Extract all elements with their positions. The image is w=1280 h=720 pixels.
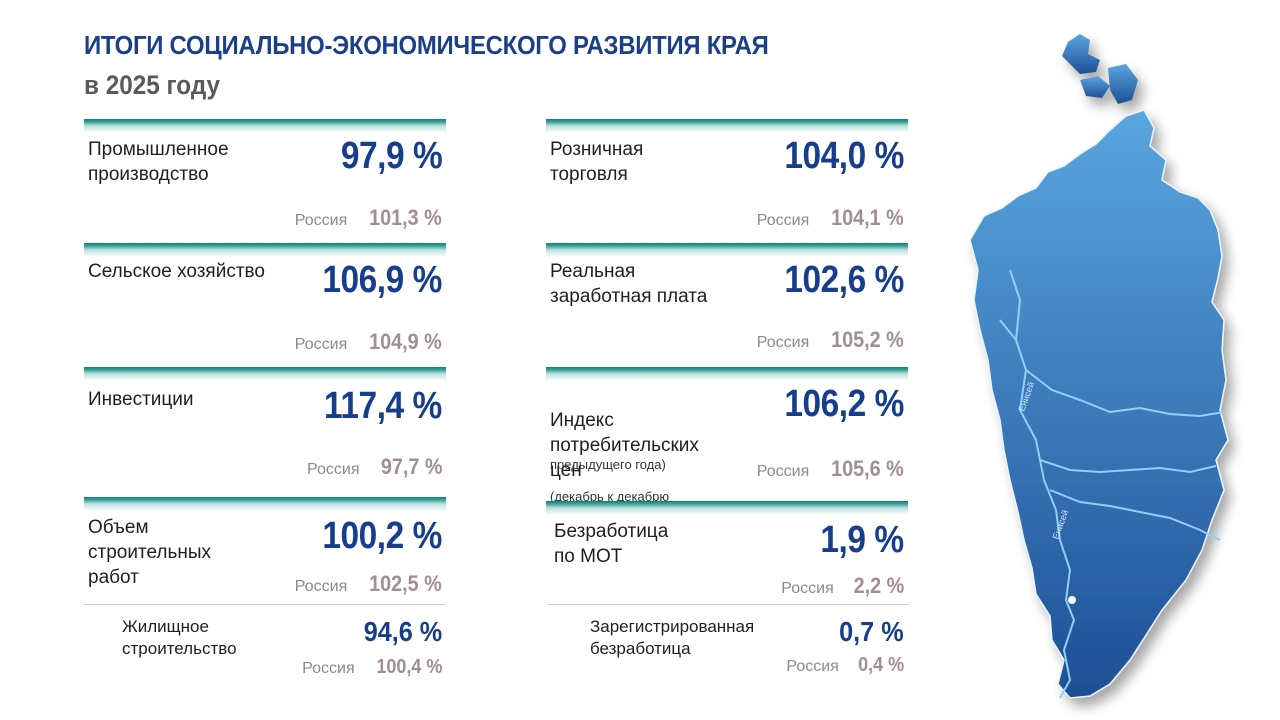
russia-comparison: Россия 104,9 %: [295, 329, 442, 355]
accent-bar: [546, 119, 908, 133]
russia-value: 2,2 %: [853, 573, 904, 598]
russia-label: Россия: [294, 336, 348, 353]
russia-comparison: Россия 0,4 %: [786, 654, 904, 677]
indicator-real-wages: Реальная заработная плата 102,6 % Россия…: [546, 243, 908, 361]
russia-comparison: Россия 105,6 %: [757, 456, 904, 482]
indicator-construction: Объем строительных работ 100,2 % Россия 1…: [84, 497, 446, 603]
divider: [84, 604, 446, 605]
river-network: [999, 269, 1225, 699]
accent-bar: [84, 497, 446, 511]
russia-label: Россия: [756, 334, 810, 351]
russia-value: 0,4 %: [857, 654, 904, 676]
divider: [548, 604, 910, 605]
russia-value: 104,9 %: [369, 329, 442, 354]
indicator-label: Инвестиции: [88, 389, 194, 410]
russia-comparison: Россия 100,4 %: [302, 656, 442, 679]
krai-map: Енисей Енисей: [969, 34, 1229, 699]
indicator-unemployment-ilo: Безработица по МОТ 1,9 % Россия 2,2 %: [546, 501, 908, 603]
indicator-label: Жилищное строительство: [122, 617, 237, 658]
russia-label: Россия: [781, 580, 834, 597]
russia-label: Россия: [307, 461, 360, 478]
map-island-3: [1108, 64, 1138, 104]
river-tributary-4: [999, 319, 1017, 341]
russia-comparison: Россия 104,1 %: [757, 205, 904, 231]
indicator-cpi: Индекс потребительских цен (декабрь к де…: [546, 367, 908, 504]
indicator-value: 106,9 %: [322, 259, 442, 301]
russia-value: 101,3 %: [369, 205, 442, 230]
russia-label: Россия: [786, 658, 839, 675]
river-tributary-2: [1039, 459, 1217, 474]
river-tributary-1: [1025, 369, 1225, 418]
indicator-value: 94,6 %: [363, 616, 442, 647]
russia-comparison: Россия 102,5 %: [295, 571, 442, 597]
russia-label: Россия: [302, 660, 355, 677]
indicator-industrial-production: Промышленное производство 97,9 % Россия 1…: [84, 119, 446, 237]
sub-indicator-housing: Жилищное строительство 94,6 % Россия 100,…: [84, 612, 446, 682]
indicator-agriculture: Сельское хозяйство 106,9 % Россия 104,9 %: [84, 243, 446, 361]
indicator-label: Промышленное производство: [88, 139, 229, 185]
map-region-shape: [969, 109, 1229, 699]
accent-bar: [84, 367, 446, 381]
sub-indicator-registered-unemployment: Зарегистрированная безработица 0,7 % Рос…: [546, 612, 908, 682]
indicator-label-text: Индекс потребительских цен: [550, 410, 699, 481]
russia-value: 97,7 %: [380, 454, 442, 479]
russia-label: Россия: [756, 212, 810, 229]
indicator-value: 106,2 %: [784, 383, 904, 425]
russia-value: 102,5 %: [369, 571, 442, 596]
indicator-note: (декабрь к декабрю: [550, 489, 670, 504]
accent-bar: [546, 501, 908, 515]
indicator-note-line2: предыдущего года): [550, 457, 666, 472]
indicator-label: Розничная торговля: [550, 139, 644, 185]
indicator-label: Объем строительных работ: [88, 517, 212, 588]
city-marker: [1068, 596, 1076, 604]
river-tributary-3: [1049, 489, 1221, 541]
indicator-label: Зарегистрированная безработица: [590, 617, 755, 658]
russia-value: 105,6 %: [831, 456, 904, 481]
map-island-2: [1080, 76, 1110, 98]
indicator-label: Сельское хозяйство: [88, 261, 265, 282]
russia-comparison: Россия 105,2 %: [757, 327, 904, 353]
indicator-value: 102,6 %: [784, 259, 904, 301]
indicator-label: Индекс потребительских цен (декабрь к де…: [550, 383, 699, 509]
russia-value: 104,1 %: [831, 205, 904, 230]
page-subtitle: в 2025 году: [84, 70, 221, 100]
indicator-retail: Розничная торговля 104,0 % Россия 104,1 %: [546, 119, 908, 237]
russia-label: Россия: [294, 212, 348, 229]
russia-comparison: Россия 97,7 %: [307, 454, 442, 480]
river-yenisei: [1009, 269, 1076, 699]
indicator-value: 0,7 %: [839, 616, 904, 647]
russia-label: Россия: [294, 578, 348, 595]
page-title: ИТОГИ СОЦИАЛЬНО-ЭКОНОМИЧЕСКОГО РАЗВИТИЯ …: [84, 30, 769, 60]
russia-comparison: Россия 2,2 %: [781, 573, 904, 599]
indicator-value: 1,9 %: [820, 519, 905, 561]
map-island-1: [1062, 34, 1100, 74]
indicator-value: 117,4 %: [324, 385, 442, 427]
russia-comparison: Россия 101,3 %: [295, 205, 442, 231]
russia-value: 100,4 %: [375, 656, 442, 678]
indicator-label: Безработица по МОТ: [554, 521, 669, 567]
accent-bar: [84, 243, 446, 257]
accent-bar: [84, 119, 446, 133]
russia-value: 105,2 %: [831, 327, 904, 352]
indicator-value: 97,9 %: [340, 135, 443, 177]
accent-bar: [546, 243, 908, 257]
accent-bar: [546, 367, 908, 381]
indicator-value: 104,0 %: [784, 135, 904, 177]
indicator-value: 100,2 %: [322, 515, 442, 557]
indicator-label: Реальная заработная плата: [550, 261, 708, 307]
russia-label: Россия: [756, 463, 810, 480]
indicator-investments: Инвестиции 117,4 % Россия 97,7 %: [84, 367, 446, 485]
